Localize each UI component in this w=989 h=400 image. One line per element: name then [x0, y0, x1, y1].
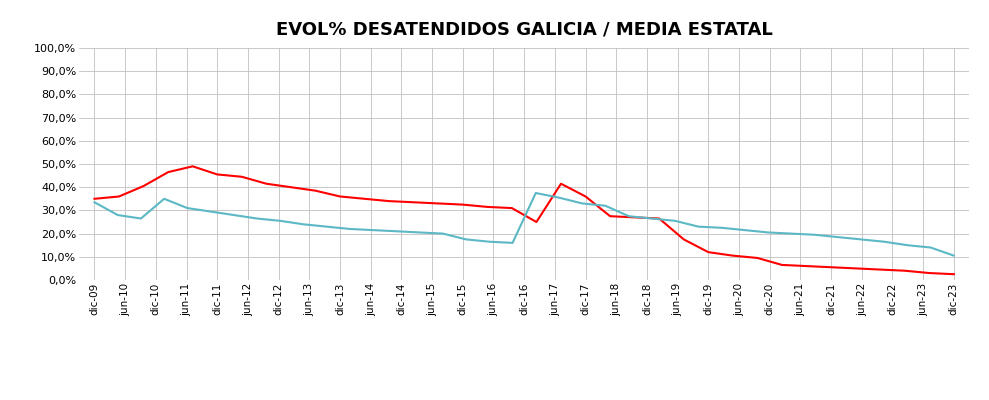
ESPAÑA [763, 230, 774, 235]
ESPAÑA [878, 239, 890, 244]
ESPAÑA [902, 243, 914, 248]
GALICIA [260, 181, 272, 186]
GALICIA [457, 202, 469, 207]
ESPAÑA [692, 224, 704, 229]
ESPAÑA [716, 226, 728, 230]
ESPAÑA [947, 253, 959, 258]
GALICIA [702, 250, 714, 254]
ESPAÑA [320, 224, 332, 229]
GALICIA [482, 204, 494, 209]
ESPAÑA [391, 229, 403, 234]
ESPAÑA [670, 218, 681, 223]
GALICIA [850, 266, 861, 271]
GALICIA [924, 271, 936, 276]
ESPAÑA [89, 200, 101, 205]
GALICIA [359, 196, 371, 201]
GALICIA [874, 267, 886, 272]
ESPAÑA [855, 237, 867, 242]
ESPAÑA [205, 209, 217, 214]
Line: GALICIA: GALICIA [95, 166, 953, 274]
Title: EVOL% DESATENDIDOS GALICIA / MEDIA ESTATAL: EVOL% DESATENDIDOS GALICIA / MEDIA ESTAT… [276, 20, 772, 38]
GALICIA [89, 196, 101, 201]
ESPAÑA [437, 231, 449, 236]
GALICIA [801, 264, 813, 268]
GALICIA [825, 265, 837, 270]
GALICIA [310, 188, 321, 193]
ESPAÑA [413, 230, 425, 235]
Legend: GALICIA, ESPAÑA: GALICIA, ESPAÑA [422, 398, 626, 400]
ESPAÑA [227, 213, 239, 218]
ESPAÑA [367, 228, 379, 232]
GALICIA [137, 184, 149, 188]
ESPAÑA [135, 216, 146, 221]
ESPAÑA [785, 231, 797, 236]
ESPAÑA [809, 232, 821, 237]
GALICIA [776, 262, 788, 267]
ESPAÑA [832, 235, 844, 240]
ESPAÑA [506, 240, 518, 245]
GALICIA [285, 185, 297, 190]
ESPAÑA [274, 218, 286, 223]
GALICIA [654, 216, 666, 221]
ESPAÑA [484, 239, 495, 244]
GALICIA [677, 237, 689, 242]
GALICIA [407, 200, 419, 205]
ESPAÑA [460, 237, 472, 242]
ESPAÑA [925, 245, 937, 250]
ESPAÑA [251, 216, 263, 221]
GALICIA [334, 194, 346, 199]
GALICIA [212, 172, 224, 177]
ESPAÑA [577, 201, 588, 206]
GALICIA [530, 220, 542, 224]
ESPAÑA [530, 191, 542, 196]
ESPAÑA [599, 203, 611, 208]
GALICIA [187, 164, 199, 169]
ESPAÑA [158, 196, 170, 201]
ESPAÑA [623, 214, 635, 218]
ESPAÑA [646, 216, 658, 221]
ESPAÑA [739, 228, 751, 232]
GALICIA [899, 268, 911, 273]
GALICIA [752, 256, 764, 260]
ESPAÑA [181, 206, 193, 210]
GALICIA [162, 170, 174, 174]
Line: ESPAÑA: ESPAÑA [95, 193, 953, 256]
GALICIA [727, 253, 739, 258]
GALICIA [947, 272, 959, 277]
ESPAÑA [112, 213, 124, 218]
GALICIA [383, 199, 395, 204]
GALICIA [580, 194, 591, 199]
GALICIA [506, 206, 518, 210]
ESPAÑA [553, 195, 565, 200]
GALICIA [629, 215, 641, 220]
ESPAÑA [344, 226, 356, 231]
ESPAÑA [298, 222, 310, 227]
GALICIA [235, 174, 247, 179]
GALICIA [555, 181, 567, 186]
GALICIA [113, 194, 125, 199]
GALICIA [604, 214, 616, 218]
GALICIA [432, 201, 444, 206]
